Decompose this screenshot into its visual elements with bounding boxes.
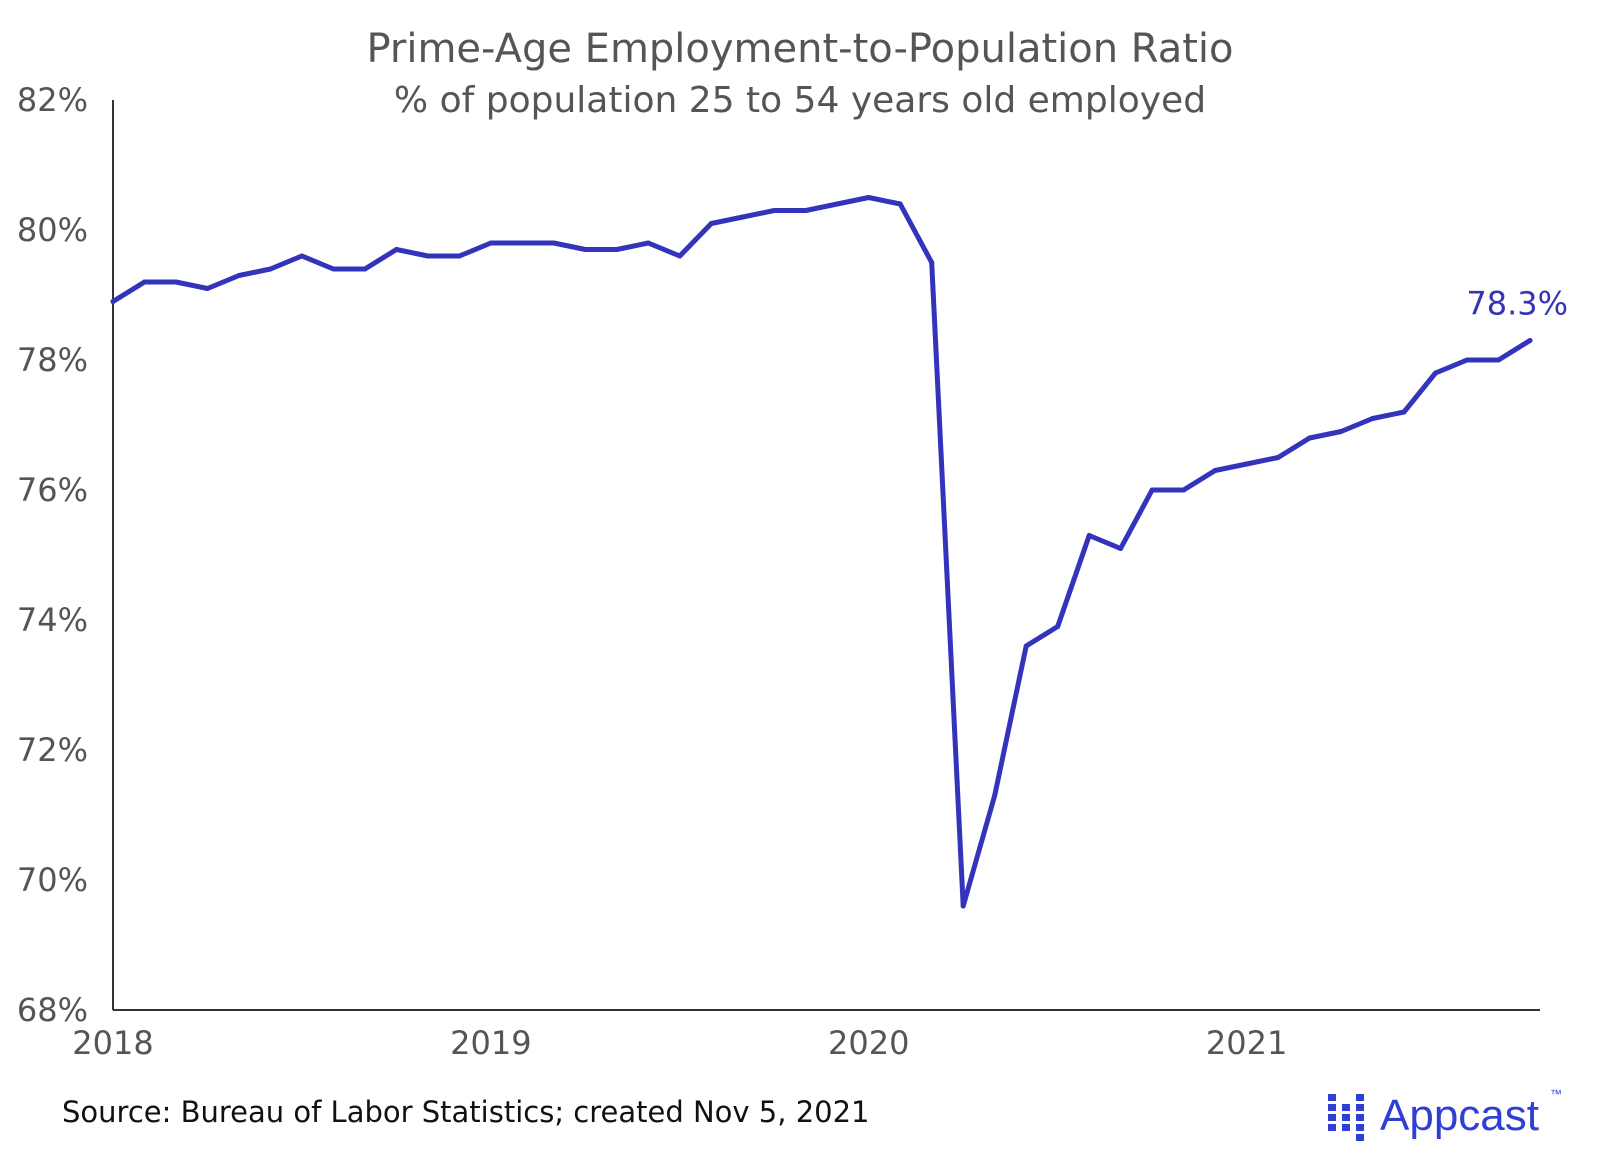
logo-dot (1342, 1124, 1350, 1131)
chart-title: Prime-Age Employment-to-Population Ratio (366, 26, 1233, 72)
data-point (834, 201, 840, 207)
y-tick-label: 68% (17, 991, 88, 1029)
data-point (393, 247, 399, 252)
data-point (582, 247, 588, 252)
data-point (330, 266, 336, 272)
logo-dot (1328, 1124, 1336, 1131)
y-tick-label: 80% (17, 211, 88, 249)
data-point (173, 279, 179, 285)
x-tick-label: 2020 (828, 1024, 909, 1062)
data-point (1275, 455, 1281, 460)
logo-dot (1356, 1094, 1364, 1101)
y-tick-label: 74% (17, 601, 88, 639)
data-point (299, 253, 305, 259)
data-point (1086, 533, 1092, 538)
series-group (110, 195, 1533, 909)
data-point (1527, 338, 1533, 343)
appcast-wordmark: Appcast (1380, 1091, 1539, 1140)
data-point (614, 247, 620, 252)
data-point (1055, 624, 1061, 629)
logo-dot (1328, 1114, 1336, 1121)
data-point (1181, 487, 1187, 493)
data-point (677, 253, 683, 259)
series-line (110, 195, 1533, 909)
y-tick-label: 76% (17, 471, 88, 509)
logo-dot (1328, 1094, 1336, 1101)
data-point (960, 903, 966, 909)
y-axis-ticks: 68% 70% 72% 74% 76% 78% 80% 82% (17, 81, 88, 1029)
y-tick-label: 70% (17, 861, 88, 899)
data-point (803, 208, 809, 213)
data-point (110, 299, 116, 304)
data-point (141, 279, 147, 285)
data-point (362, 266, 368, 272)
data-point (1149, 487, 1155, 493)
trademark-mark: ™ (1550, 1087, 1562, 1101)
data-point (204, 286, 210, 291)
data-point (1401, 409, 1407, 415)
data-point (267, 266, 273, 272)
logo-dot (1328, 1104, 1336, 1111)
data-point (1244, 461, 1250, 467)
data-point (1307, 435, 1313, 441)
appcast-logo: Appcast ™ (1328, 1087, 1562, 1141)
y-tick-label: 78% (17, 341, 88, 379)
data-point (740, 214, 746, 220)
chart-subtitle: % of population 25 to 54 years old emplo… (394, 80, 1206, 121)
x-tick-label: 2018 (72, 1024, 153, 1062)
appcast-logo-icon (1328, 1094, 1364, 1141)
data-point (425, 253, 431, 259)
data-point (645, 240, 651, 246)
logo-dot (1356, 1104, 1364, 1111)
y-tick-label: 72% (17, 731, 88, 769)
x-tick-label: 2019 (450, 1024, 531, 1062)
data-point (929, 260, 935, 265)
data-point (488, 240, 494, 246)
data-point (1496, 357, 1502, 363)
logo-dot (1356, 1124, 1364, 1131)
data-point (1023, 643, 1029, 649)
x-axis-ticks: 2018 2019 2020 2021 (72, 1024, 1287, 1062)
data-point (236, 273, 242, 278)
logo-dot (1356, 1134, 1364, 1141)
data-point (708, 221, 714, 226)
data-point (1118, 546, 1124, 551)
data-point (992, 793, 998, 798)
data-point (456, 253, 462, 259)
data-point (1370, 416, 1376, 421)
data-point (1464, 357, 1470, 363)
y-tick-label: 82% (17, 81, 88, 119)
logo-dot (1356, 1114, 1364, 1121)
data-point (519, 240, 525, 246)
data-point (551, 240, 557, 246)
logo-dot (1342, 1114, 1350, 1121)
data-point (1212, 468, 1218, 473)
data-point (771, 208, 777, 213)
data-point (1338, 429, 1344, 434)
data-point (1433, 370, 1439, 376)
data-point (897, 201, 903, 207)
x-tick-label: 2021 (1206, 1024, 1287, 1062)
source-note: Source: Bureau of Labor Statistics; crea… (62, 1095, 870, 1129)
data-point (866, 195, 872, 200)
logo-dot (1342, 1104, 1350, 1111)
last-value-label: 78.3% (1466, 285, 1568, 323)
